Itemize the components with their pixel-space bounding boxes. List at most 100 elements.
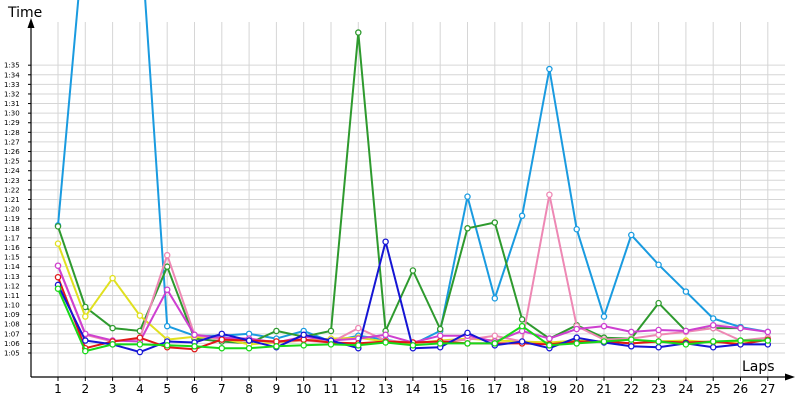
x-tick-label: 4 <box>136 382 144 396</box>
series-8 <box>54 285 772 355</box>
x-tick-label: 24 <box>678 382 693 396</box>
x-tick-label: 19 <box>542 382 557 396</box>
y-tick-label: 1:12 <box>4 282 20 290</box>
data-point <box>163 322 171 330</box>
data-point <box>655 344 662 351</box>
data-point <box>436 340 444 347</box>
y-tick-labels: 1:05 1:06 1:071:08 1:091:10 1:11 1:121:13 1:14… <box>4 62 31 358</box>
data-point <box>382 331 389 339</box>
x-tick-label: 21 <box>596 382 611 396</box>
x-tick-label: 10 <box>296 382 311 396</box>
y-tick-label: 1:31 <box>4 100 20 108</box>
data-point <box>218 336 226 343</box>
data-point <box>82 347 89 355</box>
data-point <box>518 322 526 330</box>
y-tick-label: 1:11 <box>4 292 20 300</box>
y-tick-label: 1:13 <box>4 273 20 281</box>
data-point <box>546 335 553 342</box>
data-point <box>245 344 253 352</box>
data-point <box>682 327 690 335</box>
data-point <box>136 341 144 348</box>
series-line <box>144 0 768 346</box>
data-point <box>382 238 389 245</box>
data-point <box>491 219 499 226</box>
y-axis-arrow <box>27 18 35 28</box>
data-point <box>655 261 662 268</box>
x-tick-label: 17 <box>487 382 502 396</box>
data-point <box>464 225 471 232</box>
data-point <box>491 332 499 339</box>
grid <box>31 22 785 377</box>
y-tick-label: 1:26 <box>4 148 20 156</box>
data-point <box>491 340 499 347</box>
y-tick-label: 1:21 <box>4 196 20 204</box>
data-point <box>300 342 307 349</box>
data-point <box>245 337 253 344</box>
data-point <box>163 286 171 293</box>
data-point <box>573 340 580 347</box>
x-tick-label: 15 <box>433 382 448 396</box>
x-axis-title: Laps <box>742 359 775 375</box>
x-tick-label: 3 <box>109 382 117 396</box>
data-point <box>136 334 144 341</box>
data-point <box>573 334 580 341</box>
y-tick-label: 1:19 <box>4 215 20 223</box>
y-tick-label: 1:07 <box>4 330 20 338</box>
data-point <box>409 342 417 349</box>
x-tick-label: 8 <box>245 382 253 396</box>
series-line <box>57 0 80 226</box>
x-tick-label: 26 <box>733 382 748 396</box>
y-tick-label: 1:17 <box>4 234 20 242</box>
data-point <box>327 327 335 335</box>
data-point <box>573 325 580 333</box>
data-point <box>491 295 499 302</box>
y-tick-label: 1:08 <box>4 321 20 329</box>
data-point <box>518 338 526 345</box>
y-tick-label: 1:28 <box>4 129 20 137</box>
y-tick-label: 1:27 <box>4 138 20 146</box>
data-point <box>628 328 635 336</box>
data-point <box>436 332 444 339</box>
data-point <box>573 225 580 233</box>
y-tick-label: 1:24 <box>4 167 20 175</box>
x-tick-label: 5 <box>163 382 171 396</box>
data-point <box>628 336 635 343</box>
data-point <box>136 348 144 356</box>
data-point <box>54 273 62 281</box>
data-point <box>54 223 62 230</box>
x-tick-label: 27 <box>760 382 775 396</box>
data-point <box>628 231 635 239</box>
data-point <box>109 341 116 348</box>
data-point <box>82 313 89 320</box>
data-point <box>327 341 335 348</box>
data-point <box>355 342 362 349</box>
data-point <box>655 326 662 334</box>
y-tick-label: 1:30 <box>4 110 20 118</box>
x-tick-label: 2 <box>81 382 89 396</box>
y-tick-label: 1:09 <box>4 311 20 319</box>
data-point <box>518 212 526 220</box>
data-point <box>464 340 471 347</box>
data-point <box>737 324 744 332</box>
data-point <box>464 329 471 337</box>
data-point <box>655 299 662 307</box>
data-point <box>518 316 526 323</box>
y-tick-label: 1:16 <box>4 244 20 252</box>
data-point <box>54 285 62 292</box>
data-point <box>764 337 772 344</box>
x-tick-label: 7 <box>218 382 226 396</box>
y-tick-label: 1:25 <box>4 158 20 166</box>
data-point <box>709 321 717 329</box>
data-point <box>218 330 226 338</box>
y-tick-label: 1:06 <box>4 340 20 348</box>
data-point <box>382 339 389 346</box>
y-tick-label: 1:14 <box>4 263 20 271</box>
y-tick-label: 1:18 <box>4 225 20 233</box>
data-point <box>709 344 717 351</box>
data-point <box>737 337 744 344</box>
data-point <box>655 338 662 345</box>
x-tick-label: 14 <box>405 382 420 396</box>
x-tick-label: 23 <box>651 382 666 396</box>
data-point <box>409 267 417 274</box>
x-tick-label: 16 <box>460 382 475 396</box>
